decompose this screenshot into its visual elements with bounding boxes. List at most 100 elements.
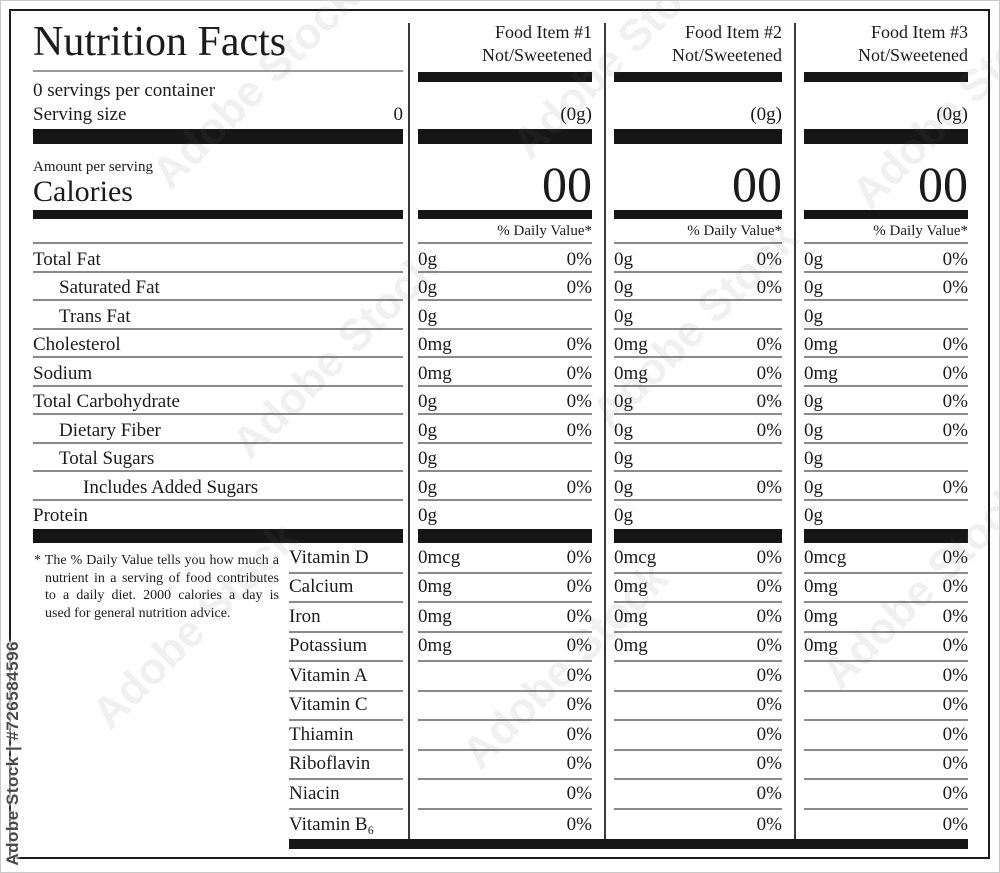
nutrient-name-cell: Includes Added Sugars [11,472,409,501]
nutrient-row: Cholesterol 0mg 0% 0mg 0% 0mg 0% [11,330,988,359]
vitamin-daily-value: 0% [942,782,968,804]
vitamin-name-row: Thiamin [289,721,403,751]
vitamin-name: Riboflavin [289,753,371,774]
nutrient-amount: 0mg [418,362,452,384]
nutrient-name-cell: Dietary Fiber [11,415,409,444]
column-header-3: Food Item #3 Not/Sweetened (0g) [795,11,988,146]
nutrient-amount: 0g [804,305,823,327]
food-item-subtitle: Not/Sweetened [672,44,782,65]
nutrient-amount: 0g [418,505,437,526]
calories-value-col2: 00 [605,146,795,219]
calories-label: Calories [33,174,133,208]
divider-bar [418,529,592,543]
column-header-2: Food Item #2 Not/Sweetened (0g) [605,11,795,146]
vitamin-value-row: 0% [614,751,782,780]
nutrient-values-col3: 0g 0% [795,273,988,302]
calories-left: Amount per serving Calories [11,146,409,219]
divider-bar [33,129,403,144]
nutrient-amount: 0g [418,277,437,298]
vitamin-value-row: 0mg 0% [804,603,968,633]
nutrient-values-col2: 0mg 0% [605,358,795,387]
nutrient-amount: 0g [418,476,437,498]
vitamin-name: Vitamin A [289,664,368,686]
amount-per-serving-label: Amount per serving [33,158,153,175]
vitamin-amount: 0mg [804,576,838,597]
nutrient-values-col2: 0g [605,444,795,473]
nutrient-values-col3: 0g 0% [795,472,988,501]
vitamin-value-row: 0mcg 0% [418,544,592,574]
food-item-serving-size: (0g) [560,104,592,125]
vitamin-daily-value: 0% [942,664,968,686]
vitamin-name: Potassium [289,635,368,656]
vitamin-value-row: 0% [614,721,782,751]
nutrient-amount: 0g [418,391,437,412]
nutrient-amount: 0g [418,305,437,327]
nutrient-amount: 0g [614,391,633,412]
nutrient-amount: 0mg [804,362,838,384]
nutrient-row: Saturated Fat 0g 0% 0g 0% 0g 0% [11,273,988,302]
vitamin-daily-value: 0% [756,664,782,686]
daily-value-header-col3: % Daily Value* [795,219,988,244]
vitamin-value-row: 0% [804,810,968,840]
vitamin-amount: 0mg [418,576,452,597]
nutrient-amount: 0g [614,419,633,441]
calories-value: 00 [918,156,968,212]
nutrient-name: Total Fat [33,248,101,270]
vitamin-daily-value: 0% [942,605,968,627]
nutrient-values-col2: 0g 0% [605,387,795,416]
nutrient-name: Total Carbohydrate [33,391,180,412]
thick-bar-cell [11,529,409,544]
nutrient-daily-value: 0% [566,334,592,355]
nutrient-name-cell: Saturated Fat [11,273,409,302]
vitamin-name: Vitamin D [289,546,369,568]
vitamin-daily-value: 0% [566,723,592,745]
vitamin-value-row: 0mg 0% [614,633,782,662]
vitamin-value-row: 0% [614,780,782,810]
nutrient-table: Total Fat 0g 0% 0g 0% 0g 0% Saturated Fa… [11,244,988,529]
nutrient-name: Dietary Fiber [59,419,161,441]
daily-value-label: % Daily Value* [497,223,592,239]
nutrient-daily-value: 0% [942,362,968,384]
nutrient-amount: 0g [614,448,633,469]
daily-value-header-row: % Daily Value* % Daily Value* % Daily Va… [11,219,988,244]
nutrient-amount: 0mg [418,334,452,355]
nutrient-values-col1: 0g 0% [409,415,605,444]
nutrient-name-cell: Protein [11,501,409,530]
calories-value: 00 [542,156,592,212]
nutrient-name: Cholesterol [33,334,121,355]
divider-bar [418,210,592,219]
divider-bar [614,129,782,144]
vitamin-daily-value: 0% [942,694,968,715]
daily-value-header-col2: % Daily Value* [605,219,795,244]
daily-value-label: % Daily Value* [873,223,968,239]
food-item-serving-size: (0g) [750,104,782,125]
vitamin-name-row: Riboflavin [289,751,403,780]
vitamin-amount: 0mg [418,605,452,627]
vitamin-value-row: 0mcg 0% [804,544,968,574]
vitamin-value-row: 0mg 0% [614,574,782,603]
thick-bar-cell [795,529,988,544]
serving-size-value: 0 [393,103,404,125]
calories-value-col1: 00 [409,146,605,219]
vitamins-left: * The % Daily Value tells you how much a… [11,544,409,839]
vitamin-daily-value: 0% [942,635,968,656]
vitamin-value-row: 0% [804,662,968,692]
nutrient-daily-value: 0% [756,362,782,384]
divider-bar [418,72,592,82]
nutrient-values-col3: 0g 0% [795,244,988,273]
nutrient-daily-value: 0% [942,248,968,270]
nutrient-values-col1: 0g 0% [409,387,605,416]
vitamin-name-row: Vitamin B₆ [289,810,403,840]
thick-bar-cell [605,529,795,544]
vitamin-daily-value: 0% [756,576,782,597]
food-item-subtitle: Not/Sweetened [482,44,592,65]
nutrient-daily-value: 0% [566,362,592,384]
nutrient-values-col3: 0g 0% [795,387,988,416]
nutrient-name: Sodium [33,362,93,384]
vitamin-daily-value: 0% [756,782,782,804]
nutrient-values-col1: 0g 0% [409,244,605,273]
nutrient-daily-value: 0% [566,391,592,412]
nutrient-amount: 0g [614,505,633,526]
nutrient-daily-value: 0% [756,277,782,298]
calories-value: 00 [732,156,782,212]
